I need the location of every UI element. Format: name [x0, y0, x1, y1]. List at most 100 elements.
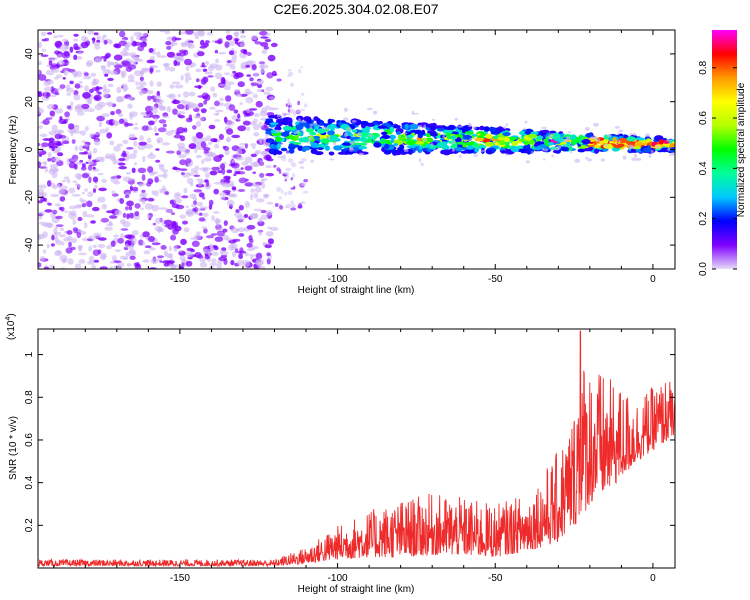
spectrogram-blob: [139, 192, 146, 198]
spectrogram-blob: [78, 252, 87, 256]
spectrogram-blob: [329, 158, 335, 161]
spectrogram-blob: [69, 205, 78, 210]
spectrogram-blob: [68, 241, 72, 248]
spectrogram-blob: [196, 146, 200, 151]
spectrogram-blob: [230, 73, 234, 77]
spectrogram-blob: [531, 150, 534, 155]
colorbar-gradient: [712, 30, 737, 269]
spectrogram-blob: [298, 161, 304, 164]
spectrogram-blob: [199, 206, 208, 210]
spectrogram-blob: [451, 140, 456, 145]
spectrogram-blob: [181, 262, 185, 267]
spectrogram-blob: [207, 71, 213, 75]
spectrogram-blob: [551, 136, 560, 140]
spectrogram-blob: [589, 136, 596, 140]
spectrogram-blob: [579, 145, 589, 150]
spectrogram-blob: [329, 135, 338, 142]
spectrogram-blob: [303, 179, 309, 183]
spectrogram-blob: [214, 236, 223, 242]
spectrogram-blob: [41, 48, 47, 52]
spectrogram-blob: [93, 32, 99, 36]
spectrogram-blob: [617, 131, 620, 134]
spectrogram-blob: [263, 46, 270, 50]
spectrogram-blob: [299, 109, 306, 112]
spectrogram-blob: [285, 167, 292, 172]
snr-frame: [37, 328, 676, 569]
spectrogram-blob: [541, 129, 550, 134]
spectrogram-blob: [480, 149, 486, 153]
spectrogram-blob: [70, 210, 77, 217]
spectrogram-blob: [214, 218, 222, 224]
spectrogram-blob: [160, 55, 167, 58]
spectrogram-blob: [59, 227, 64, 231]
spectrogram-blob: [326, 124, 336, 129]
spectrogram-blob: [256, 252, 263, 260]
spectrogram-blob: [109, 215, 118, 219]
spectrogram-blob: [418, 158, 422, 163]
spectrogram-blob: [176, 127, 185, 134]
spectrogram-blob: [593, 122, 599, 127]
spectrogram-blob: [301, 182, 307, 187]
spectrogram-blob: [618, 137, 628, 144]
spectrogram-blob: [144, 113, 150, 119]
spectrogram-blob: [288, 148, 295, 154]
spectrogram-blob: [186, 247, 194, 252]
spectrogram-blob: [504, 153, 510, 156]
spectrogram-blob: [161, 142, 171, 146]
spectrogram-blob: [253, 208, 263, 212]
spectrogram-blob: [120, 228, 129, 231]
spectrogram-blob: [113, 54, 123, 61]
spectrogram-blob: [47, 103, 55, 110]
spectrogram-blob: [395, 145, 400, 148]
spectrogram-blob: [489, 127, 497, 133]
spectrogram-x-label: Height of straight line (km): [298, 285, 415, 296]
spectrogram-blob: [141, 37, 148, 43]
spectrogram-blob: [255, 258, 264, 266]
spectrogram-blob: [246, 74, 251, 77]
spectrogram-blob: [473, 142, 479, 147]
spectrogram-blob: [292, 173, 296, 178]
spectrogram-blob: [259, 138, 263, 145]
spectrogram-blob: [75, 161, 84, 165]
spectrogram-blob: [357, 146, 368, 150]
spectrogram-blob: [103, 39, 108, 45]
spectrogram-blob: [184, 72, 191, 78]
spectrogram-blob: [264, 244, 272, 249]
spectrogram-blob: [281, 156, 287, 162]
spectrogram-blob: [179, 214, 186, 219]
spectrogram-blob: [269, 122, 279, 125]
spectrogram-blob: [235, 93, 243, 98]
spectrogram-blob: [377, 121, 383, 125]
spectrogram-blob: [485, 149, 493, 154]
spectrogram-blob: [76, 231, 82, 239]
spectrogram-blob: [236, 259, 245, 266]
spectrogram-blob: [552, 149, 560, 154]
spectrogram-blob: [265, 231, 274, 237]
spectrogram-blob: [313, 122, 318, 126]
spectrogram-blob: [562, 139, 566, 143]
spectrogram-blob: [87, 164, 93, 171]
spectrogram-blob: [92, 37, 96, 44]
spectrogram-blob: [65, 247, 73, 254]
spectrogram-blob: [185, 260, 193, 267]
spectrogram-blob: [101, 36, 105, 43]
spectrogram-blob: [62, 38, 69, 43]
spectrogram-blob: [226, 128, 234, 135]
spectrogram-blob: [549, 130, 557, 134]
spectrogram-blob: [209, 63, 218, 68]
spectrogram-blob: [290, 187, 296, 190]
spectrogram-blob: [346, 135, 351, 140]
spectrogram-blob: [149, 68, 153, 74]
spectrogram-blob: [46, 222, 54, 229]
spectrogram-blob: [185, 205, 189, 209]
spectrogram-blob: [52, 209, 58, 215]
spectrogram-blob: [119, 30, 126, 38]
spectrogram-blob: [65, 87, 75, 93]
spectrogram-blob: [626, 136, 636, 142]
spectrogram-blob: [194, 85, 203, 89]
spectrogram-blob: [533, 143, 539, 147]
spectrogram-blob: [157, 174, 166, 177]
spectrogram-blob: [373, 142, 382, 148]
spectrogram-blob: [142, 32, 148, 37]
spectrogram-blob: [40, 54, 49, 57]
